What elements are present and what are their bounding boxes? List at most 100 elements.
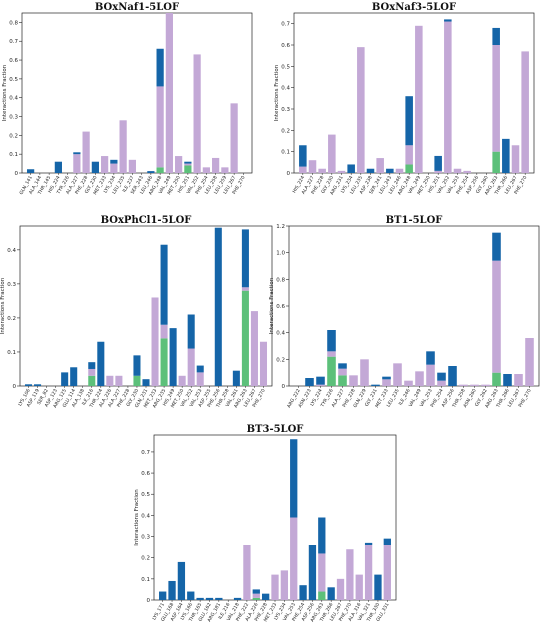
bar-segment-purple [250, 311, 258, 386]
bar-segment-purple [426, 364, 435, 386]
chart-panel-2: BOxNaf3-5LOF 0 0.1 0.2 0.3 0.4 0.5 0.6 0.7 Intera… [274, 2, 535, 197]
bar-segment-blue [434, 155, 442, 171]
bar-segment-purple [470, 384, 479, 386]
bar-segment-blue [34, 384, 42, 386]
bar-segment-purple [521, 51, 529, 173]
bar-segment-blue [196, 597, 204, 600]
plot-frame [288, 225, 540, 387]
y-tick-label: 0.3 [7, 282, 16, 288]
bar-segment-blue [386, 168, 394, 173]
bar-segment-purple [156, 86, 164, 168]
bar-segment-blue [187, 314, 195, 349]
bar-segment-blue [316, 376, 325, 385]
y-tick-label: 0.1 [9, 152, 18, 158]
y-tick-label: 0.5 [9, 77, 18, 83]
bar-segment-purple [360, 359, 369, 386]
bar-segment-purple [88, 368, 96, 376]
bar-segment-purple [463, 170, 471, 173]
bar-segment-purple [271, 574, 279, 600]
bar-segment-blue [233, 597, 242, 600]
bar-segment-blue [214, 227, 222, 386]
bar-segment-green [327, 356, 336, 386]
bar-segment-green [252, 597, 260, 600]
bar-segment-purple [318, 553, 326, 592]
bar-segment-purple [327, 351, 336, 357]
bar-segment-purple [110, 163, 118, 173]
bar-segment-green [160, 338, 168, 386]
y-tick-label: 0.4 [9, 96, 18, 102]
bar-segment-green [88, 375, 96, 386]
bar-segment-purple [221, 167, 229, 173]
y-tick-label: 0.4 [141, 513, 150, 519]
plot-frame [21, 12, 253, 174]
bar-segment-blue [261, 593, 270, 600]
bar-segment-purple [193, 54, 201, 173]
bar-segment-blue [147, 171, 155, 173]
plot-frame [293, 12, 535, 174]
y-axis-label: Interactions Fraction [0, 277, 6, 334]
bar-segment-blue [205, 597, 214, 600]
bar-segment-blue [91, 161, 99, 173]
bar-segment-purple [290, 517, 298, 600]
bar-segment-blue [502, 138, 510, 173]
bar-segment-purple [382, 379, 391, 386]
bar-segment-blue [241, 229, 249, 288]
y-tick-label: 0.7 [9, 39, 18, 45]
bar-segment-green [492, 151, 500, 173]
y-tick-label: 0.3 [281, 107, 290, 113]
y-tick-label: 0.7 [281, 22, 290, 28]
bar-segment-blue [364, 542, 373, 545]
bar-segment-purple [82, 131, 90, 173]
bar-segment-blue [308, 545, 317, 600]
bar-segment-blue [24, 384, 33, 386]
bar-segment-blue [290, 439, 298, 518]
chart-title: BT3-5LOF [247, 424, 304, 435]
y-tick-label: 0.2 [141, 556, 150, 562]
bar-segment-purple [453, 168, 462, 173]
chart-panel-4: BT1-5LOF 0 0.2 0.4 0.6 0.8 1.0 1.2 Interactions … [269, 215, 540, 410]
bar-segment-purple [337, 170, 346, 173]
bar-segment-blue [142, 379, 150, 386]
bar-segment-blue [73, 152, 81, 155]
bar-segment-blue [374, 574, 382, 600]
y-tick-label: 0 [147, 598, 151, 604]
bar-segment-purple [165, 13, 173, 173]
bar-segment-blue [503, 374, 512, 386]
bar-segment-purple [316, 384, 325, 386]
bar-segment-blue [437, 372, 446, 381]
bar-segment-blue [184, 161, 192, 164]
bar-segment-blue [382, 376, 391, 380]
bar-segment-purple [393, 363, 402, 386]
bar-segment-blue [444, 19, 452, 22]
y-axis-label: Interactions Fraction [274, 64, 280, 121]
bar-segment-purple [459, 384, 468, 386]
bar-segment-blue [156, 48, 164, 87]
y-tick-label: 0.6 [276, 304, 285, 310]
chart-panel-5: BT3-5LOF 0 0.1 0.2 0.3 0.4 0.5 0.6 0.7 Interactio… [134, 424, 397, 624]
bar-segment-purple [357, 47, 365, 174]
bar-segment-purple [212, 157, 220, 173]
bar-segment-purple [336, 578, 345, 600]
bar-segment-blue [405, 96, 413, 146]
y-tick-label: 0.2 [276, 357, 285, 363]
bar-segment-blue [97, 341, 105, 386]
bar-segment-blue [160, 244, 168, 325]
y-tick-label: 1.2 [276, 224, 285, 230]
bar-segment-blue [27, 169, 35, 173]
bar-segment-blue [54, 161, 62, 173]
bar-segment-blue [366, 168, 375, 173]
y-tick-label: 1.0 [276, 251, 285, 257]
bar-segment-purple [437, 380, 446, 386]
y-tick-label: 0 [13, 384, 17, 390]
bar-segment-blue [299, 585, 307, 600]
y-tick-label: 0.3 [9, 115, 18, 121]
bar-segment-purple [328, 134, 336, 173]
y-tick-label: 0.6 [9, 58, 18, 64]
bar-segment-purple [196, 372, 204, 386]
y-tick-label: 0.4 [281, 86, 290, 92]
bar-segment-purple [280, 570, 289, 600]
bar-segment-blue [159, 591, 167, 600]
y-tick-label: 0.2 [281, 128, 290, 134]
